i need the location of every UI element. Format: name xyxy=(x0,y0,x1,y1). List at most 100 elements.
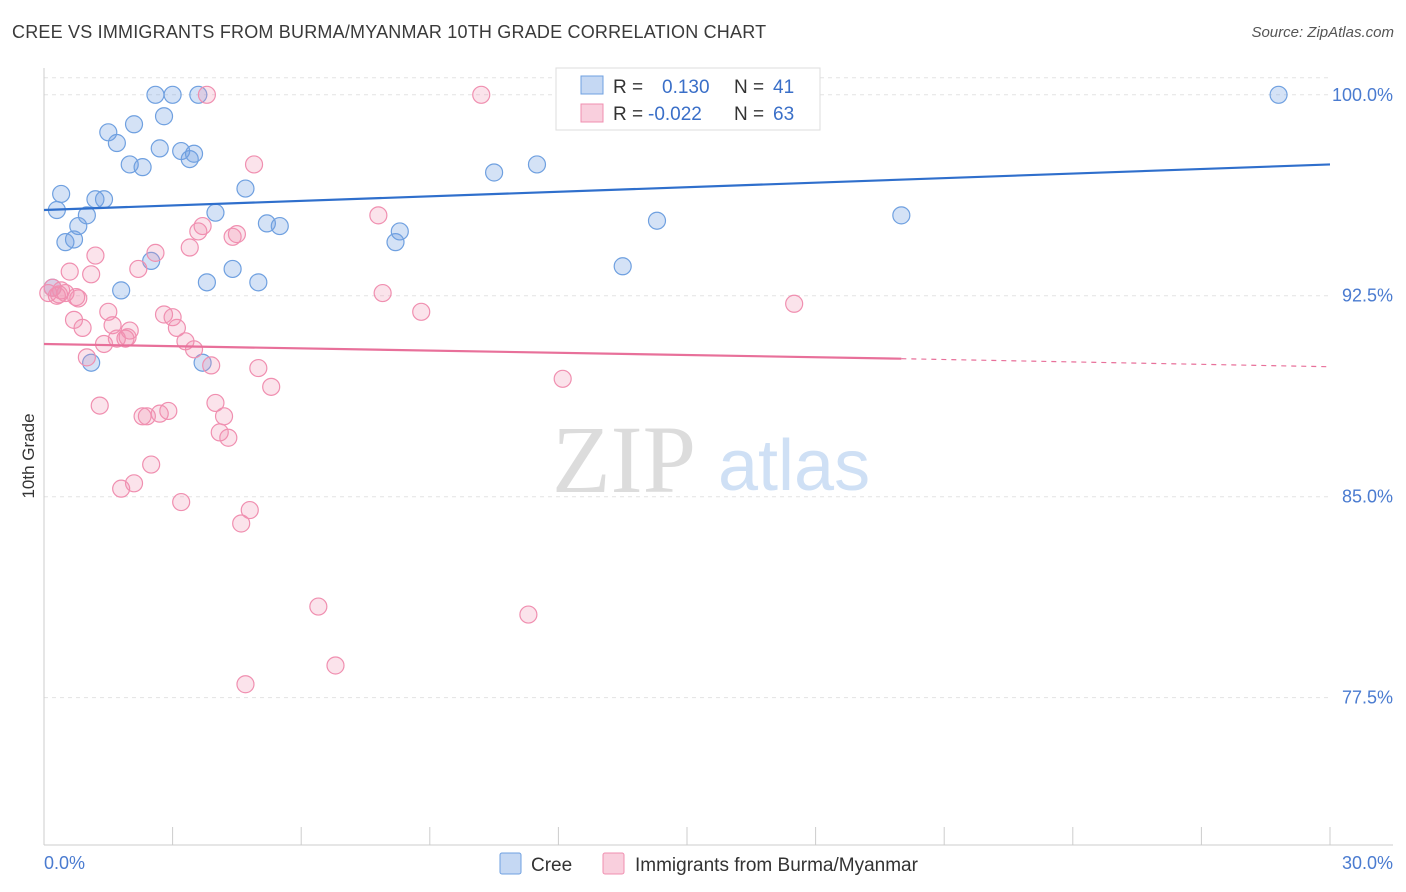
cree-n-label: N = xyxy=(734,77,764,98)
burma-n-value: 63 xyxy=(773,104,794,125)
cree-point xyxy=(112,281,131,300)
cree-r-value: 0.130 xyxy=(662,77,710,98)
cree-point xyxy=(154,107,174,126)
burma-point xyxy=(146,243,165,262)
watermark-atlas: atlas xyxy=(718,426,870,506)
chart-title: CREE VS IMMIGRANTS FROM BURMA/MYANMAR 10… xyxy=(12,22,767,42)
burma-trend-extension xyxy=(901,358,1331,368)
burma-r-value: -0.022 xyxy=(648,104,702,125)
burma-point xyxy=(60,262,79,281)
burma-series-swatch xyxy=(602,852,625,875)
trend-lines xyxy=(43,163,1331,368)
cree-legend-swatch xyxy=(580,75,604,95)
burma-point xyxy=(120,321,139,340)
burma-point xyxy=(412,302,431,321)
cree-point xyxy=(77,206,96,225)
burma-point xyxy=(118,328,137,347)
burma-point xyxy=(142,455,161,474)
burma-point xyxy=(373,283,392,303)
burma-point xyxy=(77,348,96,367)
y-tick-label: 100.0% xyxy=(1332,85,1393,105)
cree-point xyxy=(124,115,144,134)
cree-point xyxy=(64,230,84,249)
y-tick-label: 92.5% xyxy=(1342,286,1393,306)
burma-point xyxy=(519,605,538,624)
y-tick-label: 85.0% xyxy=(1342,487,1393,507)
x-tick-label: 30.0% xyxy=(1342,853,1393,873)
burma-point xyxy=(103,316,122,335)
cree-point xyxy=(892,206,911,225)
cree-point xyxy=(94,190,114,209)
stats-legend: R = 0.130 N = 41 R = -0.022 N = 63 xyxy=(555,67,821,131)
burma-point xyxy=(124,474,144,493)
burma-point xyxy=(206,393,225,413)
burma-point xyxy=(236,675,255,694)
cree-point xyxy=(150,139,169,158)
burma-point xyxy=(67,287,86,307)
series-legend: Cree Immigrants from Burma/Myanmar xyxy=(499,852,919,876)
burma-point xyxy=(180,238,199,257)
y-tick-label: 77.5% xyxy=(1342,688,1393,708)
tick-labels: 100.0% 92.5% 85.0% 77.5% 0.0% 30.0% xyxy=(44,85,1393,873)
burma-point xyxy=(785,294,804,313)
burma-point xyxy=(99,302,118,321)
cree-point xyxy=(146,85,165,104)
burma-point xyxy=(163,308,182,327)
cree-point xyxy=(613,257,632,276)
cree-series-label: Cree xyxy=(531,855,572,876)
burma-r-label: R = xyxy=(613,104,643,125)
cree-point xyxy=(249,273,268,292)
burma-point xyxy=(369,206,388,225)
cree-point xyxy=(390,222,409,241)
burma-point xyxy=(249,358,268,378)
cree-point xyxy=(223,259,242,279)
burma-point xyxy=(472,85,491,104)
burma-n-label: N = xyxy=(734,104,764,125)
cree-point xyxy=(206,203,225,222)
burma-point xyxy=(172,492,191,512)
burma-point xyxy=(244,155,264,174)
cree-point xyxy=(52,184,71,204)
cree-point xyxy=(184,144,204,163)
burma-series-label: Immigrants from Burma/Myanmar xyxy=(635,855,919,876)
burma-point xyxy=(262,377,281,396)
burma-point xyxy=(184,340,204,359)
burma-point xyxy=(167,318,186,337)
cree-point xyxy=(1269,85,1288,104)
cree-series-swatch xyxy=(499,852,522,875)
source-label: Source: ZipAtlas.com xyxy=(1251,24,1394,41)
y-axis-title: 10th Grade xyxy=(19,413,38,498)
burma-point xyxy=(49,285,69,304)
burma-point xyxy=(227,225,246,244)
cree-trend-line xyxy=(43,163,1331,212)
x-tick-label: 0.0% xyxy=(44,853,85,873)
axes xyxy=(43,68,1393,846)
cree-point xyxy=(647,211,667,230)
data-points xyxy=(39,85,1288,694)
cree-point xyxy=(107,133,126,153)
burma-legend-swatch xyxy=(580,103,604,123)
burma-point xyxy=(159,401,178,421)
burma-point xyxy=(90,396,109,415)
cree-point xyxy=(527,155,547,174)
cree-point xyxy=(386,233,405,252)
burma-point xyxy=(232,514,251,533)
burma-point xyxy=(197,85,216,104)
burma-point xyxy=(553,369,572,388)
cree-point xyxy=(270,216,289,236)
cree-point xyxy=(163,85,182,104)
burma-point xyxy=(202,356,221,375)
cree-point xyxy=(236,179,255,198)
cree-n-value: 41 xyxy=(773,77,794,98)
cree-point xyxy=(485,163,504,182)
burma-point xyxy=(73,318,92,337)
burma-point xyxy=(240,500,259,520)
burma-point xyxy=(86,246,105,265)
burma-point xyxy=(214,407,234,426)
watermark-zip: ZIP xyxy=(552,406,696,513)
cree-r-label: R = xyxy=(613,77,643,98)
burma-trend-line xyxy=(43,342,902,360)
burma-point xyxy=(326,656,345,675)
burma-point xyxy=(219,428,238,447)
